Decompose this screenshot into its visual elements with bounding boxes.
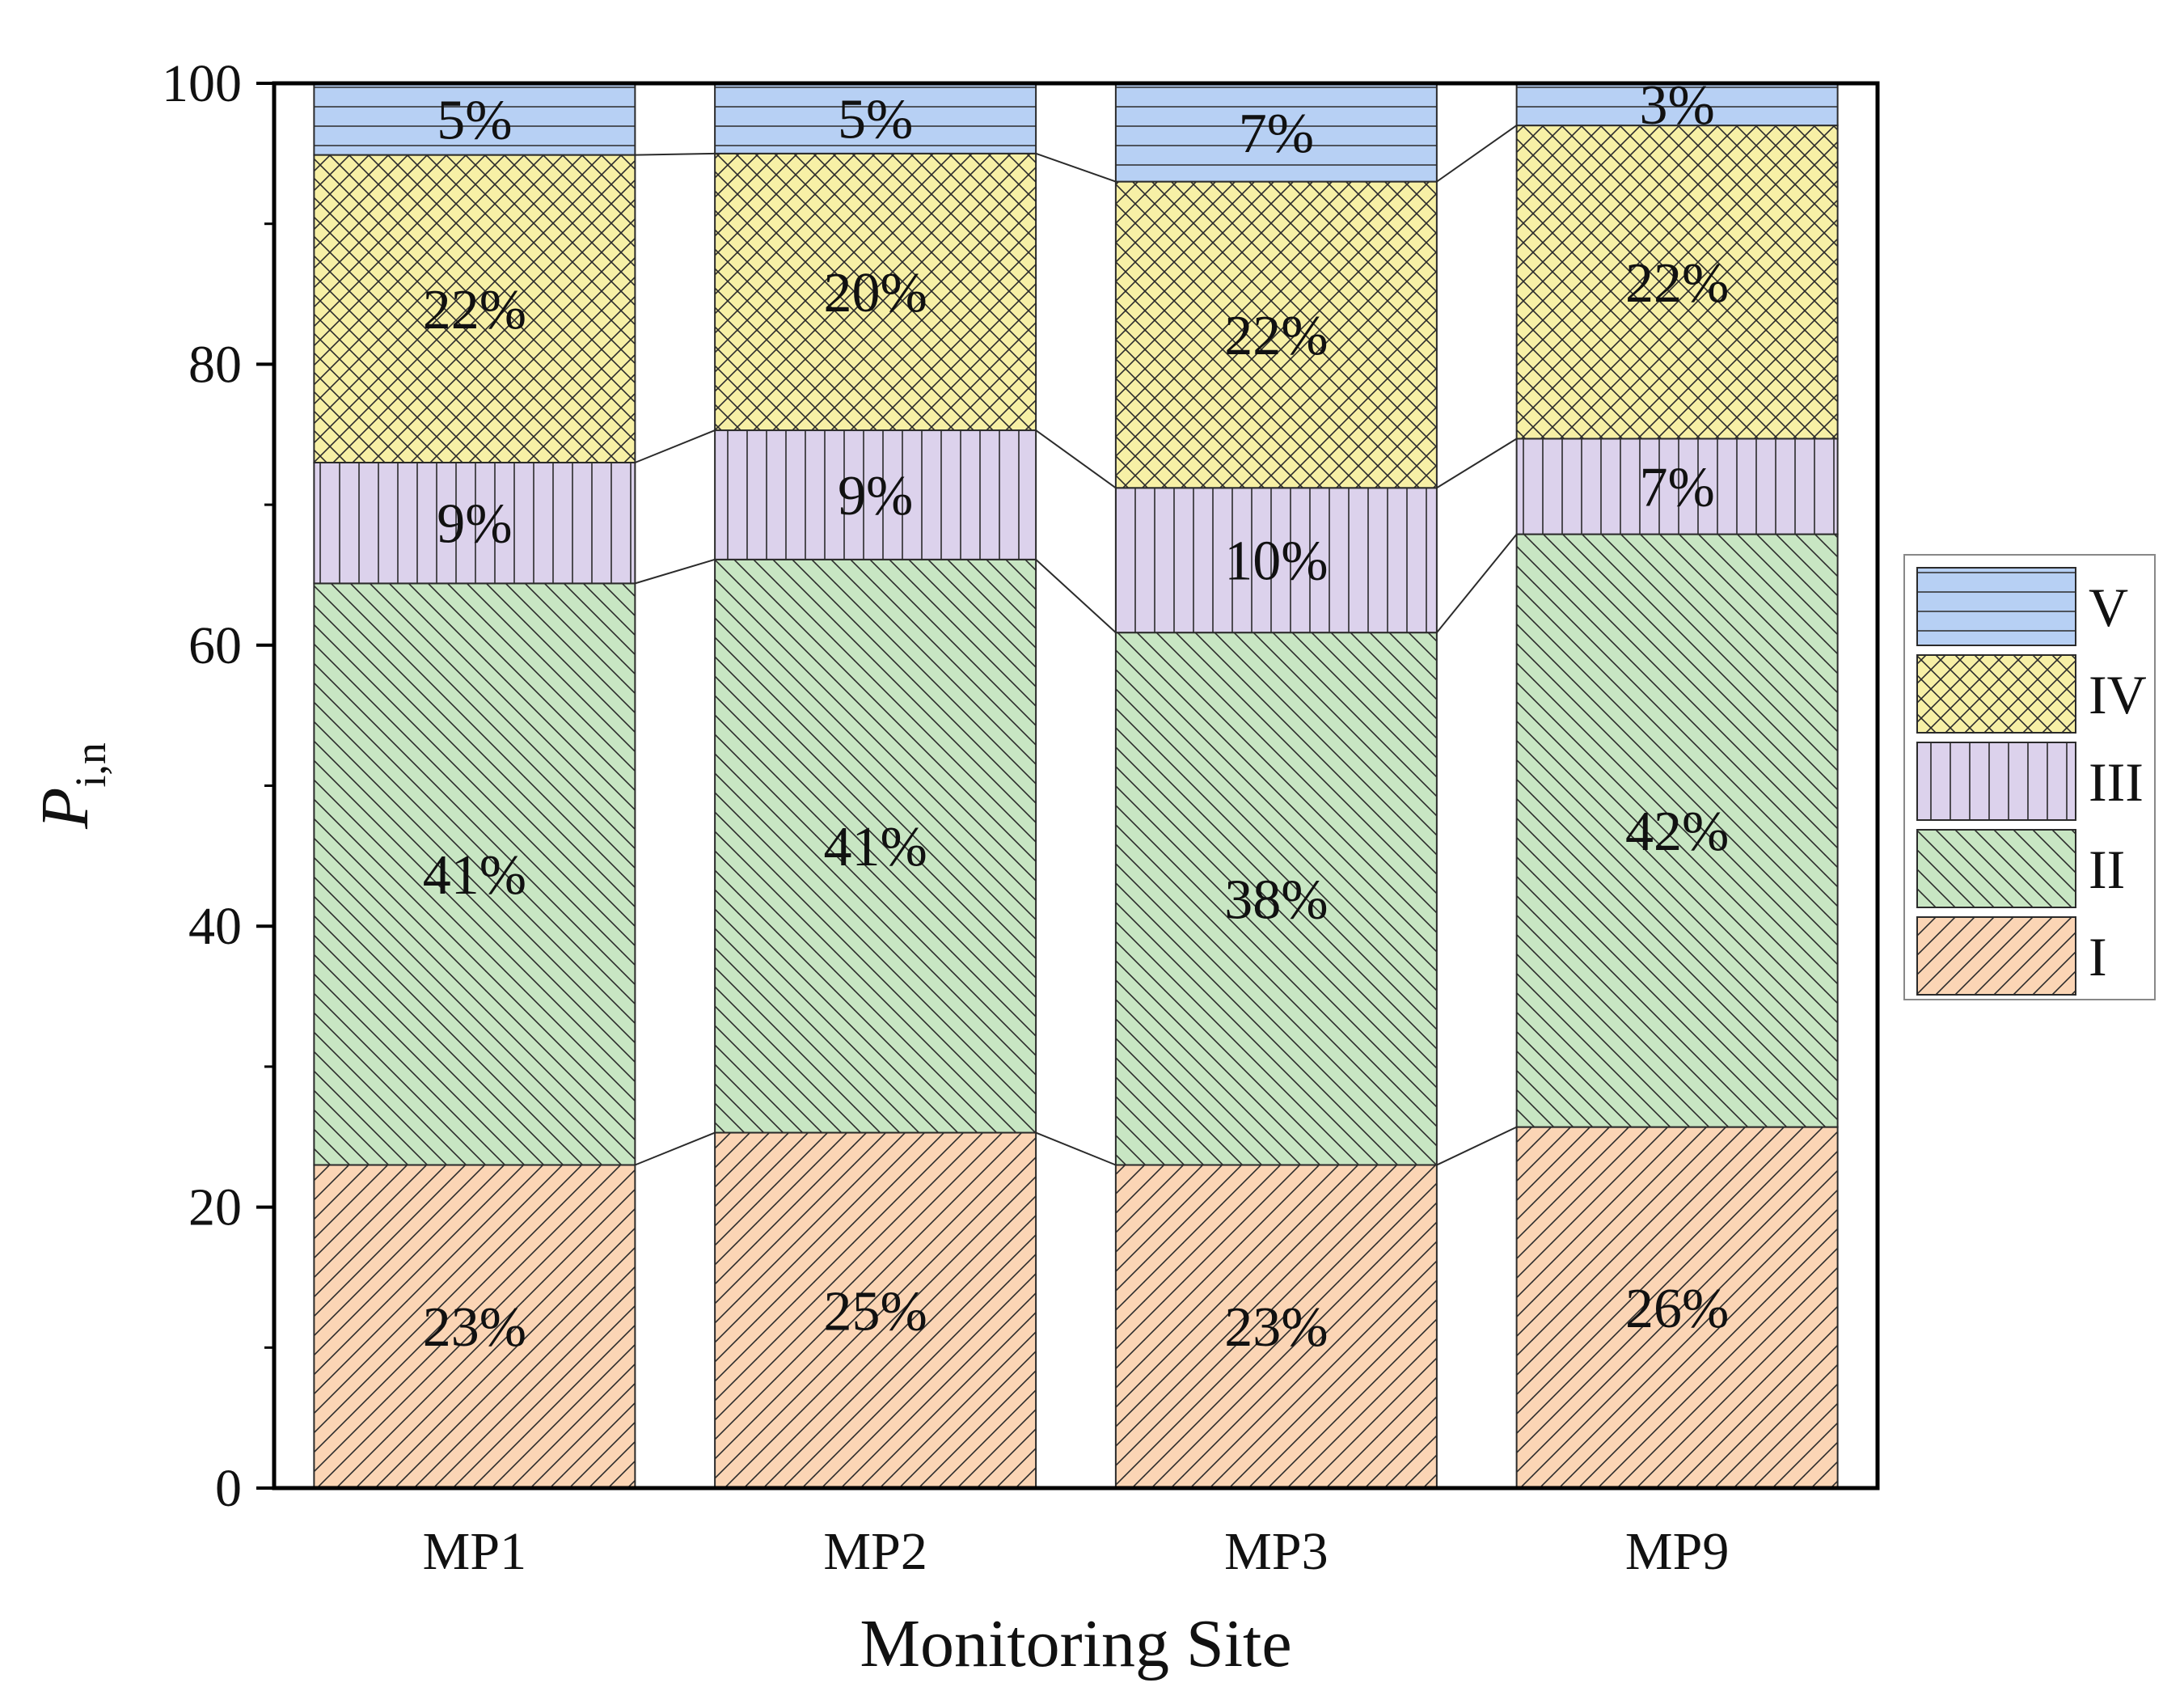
bar-mp9-v (1515, 82, 1839, 127)
connector-line (1436, 1126, 1518, 1166)
labels-layer: 23% 41% 9% 22% 5% 25% 41% 9% 20% 5% 23% 38% 10% 22% 7%… (423, 74, 1730, 1359)
bar-label-mp1-i: 23% (423, 1296, 526, 1359)
connectors-layer (634, 125, 1518, 1166)
y-tick-label: 40 (188, 897, 242, 956)
legend-swatch-iv (1916, 654, 2076, 734)
legend-label-i: I (2089, 926, 2107, 987)
bar-label-mp3-v: 7% (1239, 103, 1314, 165)
x-axis: MP1 MP2 MP3 MP9 (423, 1522, 1730, 1581)
x-axis-title: Monitoring Site (860, 1606, 1291, 1681)
bar-mp3-v (1114, 82, 1438, 183)
bar-mp9-iii (1515, 438, 1839, 535)
bar-label-mp3-i: 23% (1224, 1296, 1328, 1359)
y-tick-label: 60 (188, 616, 242, 675)
bar-label-mp3-iii: 10% (1224, 531, 1328, 593)
bar-label-mp1-iv: 22% (423, 279, 526, 341)
connector-line (1035, 429, 1117, 489)
y-axis: 0 20 40 60 80 100 (162, 54, 274, 1518)
bar-mp1-iv (313, 154, 636, 463)
connector-line (634, 429, 716, 463)
bar-mp9-iv (1515, 125, 1839, 440)
x-tick-label-mp3: MP3 (1224, 1522, 1328, 1581)
bar-label-mp9-iv: 22% (1625, 252, 1729, 315)
bar-mp2-v (714, 82, 1037, 154)
bar-mp3-ii (1114, 632, 1438, 1166)
bar-label-mp2-iii: 9% (838, 465, 913, 527)
bar-label-mp2-v: 5% (838, 88, 913, 150)
bar-label-mp9-ii: 42% (1625, 801, 1729, 863)
bar-label-mp2-iv: 20% (823, 262, 927, 324)
x-tick-label-mp1: MP1 (423, 1522, 526, 1581)
bar-mp3-iii (1114, 487, 1438, 634)
bar-mp3-i (1114, 1164, 1438, 1489)
connector-line (1035, 559, 1117, 633)
legend-swatch-ii (1916, 829, 2076, 908)
legend-swatch-i (1916, 916, 2076, 996)
connector-line (634, 1131, 716, 1166)
connector-line (1436, 533, 1518, 633)
bar-label-mp1-iii: 9% (437, 493, 512, 556)
bar-label-mp9-i: 26% (1625, 1278, 1729, 1340)
legend-label-iv: IV (2089, 664, 2147, 725)
y-axis-title: Pi,n (27, 742, 115, 830)
bars-layer (313, 82, 1839, 1489)
bar-mp1-i (313, 1164, 636, 1489)
connector-line (1436, 125, 1518, 183)
legend-swatch-iii (1916, 742, 2076, 821)
y-axis-title-main: P (27, 788, 103, 830)
legend-label-ii: II (2089, 839, 2125, 900)
bar-mp2-i (714, 1131, 1037, 1489)
connector-line (1035, 1131, 1117, 1166)
bar-mp9-i (1515, 1126, 1839, 1489)
bar-mp2-ii (714, 558, 1037, 1134)
bar-mp9-ii (1515, 533, 1839, 1128)
y-tick-label: 100 (162, 54, 242, 113)
legend-swatch-v (1916, 567, 2076, 646)
legend-label-iii: III (2089, 751, 2144, 813)
connector-line (1035, 152, 1117, 183)
x-tick-label-mp9: MP9 (1625, 1522, 1729, 1581)
bar-mp2-iv (714, 152, 1037, 432)
bar-label-mp1-v: 5% (437, 89, 512, 151)
connector-line (635, 152, 716, 156)
bar-label-mp9-iii: 7% (1639, 457, 1714, 519)
legend-label-v: V (2089, 577, 2128, 638)
y-tick-label: 80 (188, 335, 242, 394)
x-tick-label-mp2: MP2 (823, 1522, 927, 1581)
y-axis-title-sub: i,n (66, 742, 115, 788)
connector-line (1436, 438, 1518, 489)
y-tick-label: 0 (215, 1459, 242, 1518)
bar-label-mp3-iv: 22% (1224, 305, 1328, 367)
bar-label-mp1-ii: 41% (423, 844, 526, 907)
bar-label-mp2-i: 25% (823, 1280, 927, 1342)
connector-line (635, 558, 716, 585)
bar-label-mp2-ii: 41% (823, 816, 927, 878)
y-tick-label: 20 (188, 1178, 242, 1237)
bar-mp1-v (313, 82, 636, 156)
bar-mp2-iii (714, 429, 1037, 560)
bar-label-mp3-ii: 38% (1224, 869, 1328, 931)
bar-mp1-ii (313, 582, 636, 1166)
